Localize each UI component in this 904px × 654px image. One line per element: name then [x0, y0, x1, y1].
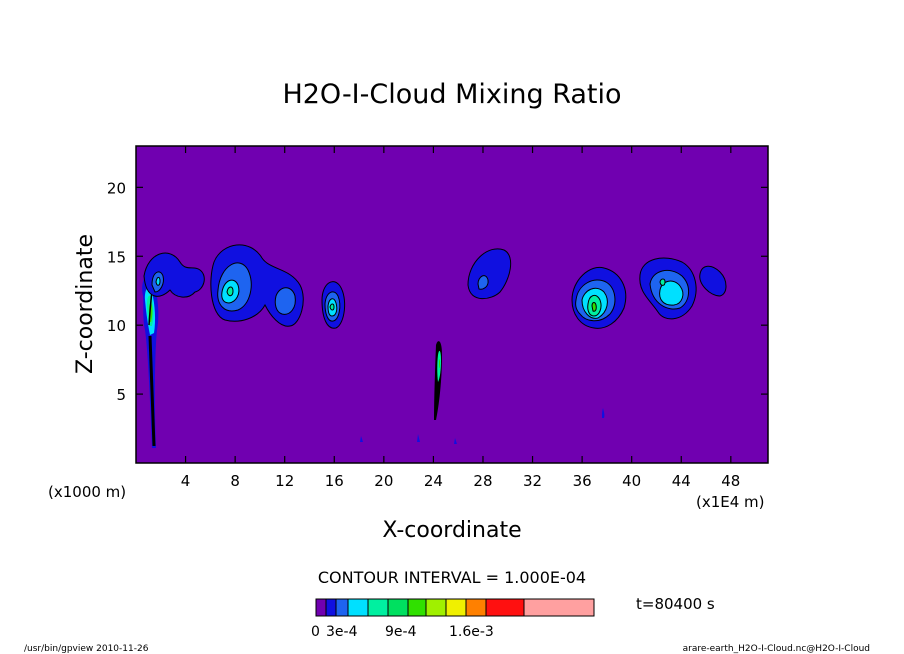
plot-frame: [135, 145, 769, 464]
x-tick-label: 12: [275, 472, 294, 490]
x-tick-label: 40: [622, 472, 641, 490]
x-tick-label: 16: [325, 472, 344, 490]
surface-spots: [360, 434, 457, 444]
contour-interval-text: CONTOUR INTERVAL = 1.000E-04: [318, 568, 586, 587]
colorbar-swatch: [523, 598, 595, 617]
colorbar-label-3e-4: 3e-4: [326, 624, 358, 640]
x-tick-label: 20: [374, 472, 393, 490]
colorbar-swatch: [465, 598, 487, 617]
z-unit-label: (x1000 m): [48, 483, 126, 501]
x-tick-label: 4: [181, 472, 191, 490]
cloud-cell-x16: [321, 281, 346, 329]
colorbar-swatch: [335, 598, 349, 617]
colorbar-swatch: [387, 598, 409, 617]
colorbar-swatch: [367, 598, 389, 617]
colorbar-label-0: 0: [311, 624, 320, 640]
y-tick-label: 5: [116, 386, 126, 404]
x-tick-label: 32: [523, 472, 542, 490]
cloud-cell-x43: [639, 257, 697, 320]
colorbar-swatch: [407, 598, 427, 617]
x-axis-title: X-coordinate: [382, 518, 521, 543]
x-tick-label: 28: [473, 472, 492, 490]
contour-fields: [142, 244, 727, 448]
cloud-cell-x24: [434, 341, 442, 420]
y-tick-label: 20: [107, 179, 126, 197]
y-axis-title: Z-coordinate: [73, 234, 98, 374]
x-tick-label: 24: [424, 472, 443, 490]
colorbar-swatch: [485, 598, 525, 617]
footer-right: arare-earth_H2O-I-Cloud.nc@H2O-I-Cloud: [683, 644, 870, 654]
colorbar-swatch: [347, 598, 369, 617]
y-tick-label: 10: [107, 317, 126, 335]
footer-left: /usr/bin/gpview 2010-11-26: [24, 644, 149, 654]
cloud-cell-x28: [467, 248, 512, 300]
cloud-cell-x37: [571, 266, 627, 418]
chart-title: H2O-I-Cloud Mixing Ratio: [282, 79, 621, 110]
colorbar-swatch: [445, 598, 467, 617]
cloud-cell-x3: [143, 252, 205, 298]
colorbar-label-1.6e-3: 1.6e-3: [449, 624, 494, 640]
cloud-cell-x47: [699, 265, 727, 297]
y-tick-label: 15: [107, 248, 126, 266]
x-tick-label: 36: [573, 472, 592, 490]
time-text: t=80400 s: [636, 595, 715, 613]
y-axis-ticks: 5 10 15 20: [107, 179, 768, 404]
x-tick-label: 8: [230, 472, 240, 490]
x-axis-ticks: 4 8 12 16 20 24 28 32 36 40 44 48: [181, 146, 740, 490]
colorbar-swatch: [425, 598, 447, 617]
colorbar: [315, 598, 595, 617]
colorbar-swatch: [325, 598, 337, 617]
x-unit-label: (x1E4 m): [696, 493, 765, 511]
cloud-cell-x8: [210, 244, 304, 327]
x-tick-label: 48: [721, 472, 740, 490]
colorbar-swatch: [315, 598, 327, 617]
colorbar-label-9e-4: 9e-4: [385, 624, 417, 640]
colorbar-labels: 0 3e-4 9e-4 1.6e-3: [311, 624, 494, 640]
x-tick-label: 44: [672, 472, 691, 490]
